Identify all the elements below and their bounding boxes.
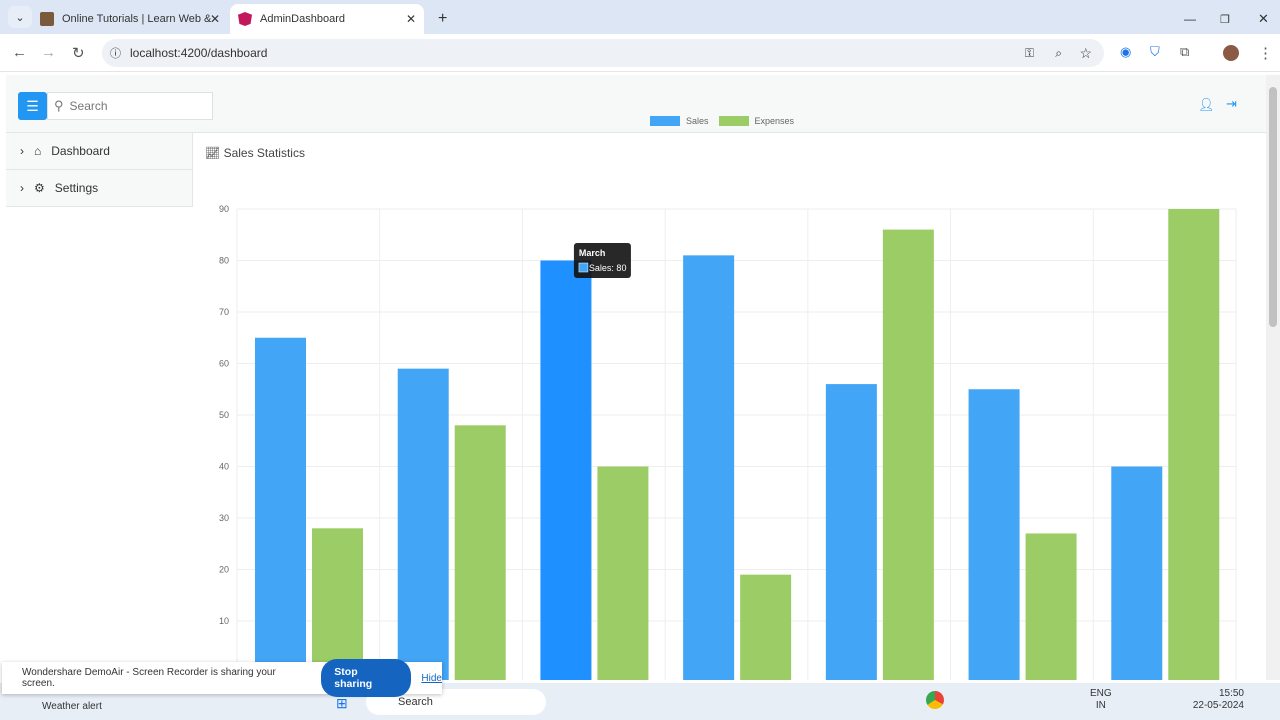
tab-admin-dashboard[interactable]: AdminDashboard ✕ (230, 4, 424, 34)
search-icon: ⚲ (54, 98, 64, 113)
zoom-icon[interactable]: ⌕ (1055, 45, 1062, 60)
y-tick-label: 50 (219, 410, 229, 420)
logout-icon[interactable]: ⇥ (1226, 96, 1237, 111)
y-tick-label: 60 (219, 359, 229, 369)
close-tab-icon[interactable]: ✕ (209, 12, 220, 26)
chevron-right-icon: › (20, 181, 24, 195)
bar-expenses[interactable] (1025, 533, 1077, 680)
y-tick-label: 20 (219, 565, 229, 575)
bar-sales[interactable] (397, 368, 449, 680)
angular-icon (238, 12, 252, 26)
tooltip-swatch (578, 262, 589, 273)
bar-expenses[interactable] (1168, 209, 1220, 680)
favicon-icon (40, 12, 54, 26)
windows-start-icon[interactable]: ⊞ (336, 695, 348, 711)
clock[interactable]: 15:50 22-05-2024 (1190, 688, 1244, 712)
new-tab-icon[interactable]: + (438, 10, 448, 27)
password-key-icon[interactable]: ⚿ (1024, 45, 1034, 60)
minimize-icon[interactable]: — (1184, 12, 1196, 26)
bar-sales[interactable] (683, 255, 735, 680)
url-text: localhost:4200/dashboard (130, 46, 268, 60)
address-bar: ← → ↻ ⓘ localhost:4200/dashboard ⚿ ⌕ ☆ ◉ … (0, 34, 1280, 72)
tab-title: Online Tutorials | Learn Web & (62, 13, 212, 25)
shield-extension-icon[interactable]: ⛉ (1150, 44, 1160, 59)
info-icon: ⓘ (110, 48, 121, 60)
card-title: 📈︎ Sales Statistics (205, 146, 305, 160)
bar-sales[interactable] (968, 389, 1020, 680)
app-header: ☰ ⚲ Search 👤︎ ⇥ (6, 75, 1266, 133)
lang-text: ENG (1090, 688, 1112, 699)
user-icon[interactable]: 👤︎ (1198, 97, 1215, 112)
taskbar: Weather alert ⊞ Search ENG IN 15:50 22-05-… (0, 683, 1280, 720)
legend-label-sales: Sales (686, 116, 709, 126)
language-indicator[interactable]: ENG IN (1090, 688, 1112, 712)
date-text: 22-05-2024 (1192, 700, 1244, 711)
chart-legend: Sales Expenses (650, 116, 794, 126)
time-text: 15:50 (1218, 688, 1244, 699)
sidebar-item-label: Dashboard (51, 144, 110, 158)
y-tick-label: 80 (219, 256, 229, 266)
scrollbar-thumb[interactable] (1269, 87, 1277, 327)
menu-toggle-button[interactable]: ☰ (18, 92, 47, 120)
weather-text[interactable]: Weather alert (42, 701, 102, 712)
tab-bar: ⌄ Online Tutorials | Learn Web & ✕ AdminD… (0, 0, 1280, 34)
legend-swatch-expenses[interactable] (718, 116, 749, 126)
tab-title: AdminDashboard (260, 13, 345, 25)
stop-sharing-button[interactable]: Stop sharing (321, 659, 412, 697)
sidebar-item-settings[interactable]: › ⚙ Settings (6, 170, 192, 207)
y-tick-label: 70 (219, 307, 229, 317)
y-tick-label: 40 (219, 462, 229, 472)
chevron-right-icon: › (20, 144, 24, 158)
bar-sales[interactable] (825, 384, 877, 680)
tab-online-tutorials[interactable]: Online Tutorials | Learn Web & ✕ (32, 4, 228, 34)
profile-avatar[interactable] (1223, 45, 1239, 61)
chrome-icon[interactable] (926, 691, 944, 709)
legend-label-expenses: Expenses (754, 116, 795, 126)
bar-sales[interactable] (540, 260, 592, 681)
bar-expenses[interactable] (882, 229, 934, 680)
y-tick-label: 30 (219, 513, 229, 523)
sidebar: › ⌂ Dashboard › ⚙ Settings (6, 133, 193, 207)
forward-icon[interactable]: → (41, 44, 56, 61)
reload-icon[interactable]: ↻ (72, 45, 85, 62)
y-tick-label: 90 (219, 204, 229, 214)
sidebar-item-dashboard[interactable]: › ⌂ Dashboard (6, 133, 192, 170)
share-text: Wondershare DemoAir - Screen Recorder is… (22, 667, 276, 689)
region-text: IN (1095, 700, 1106, 711)
menu-kebab-icon[interactable]: ⋮ (1258, 45, 1273, 62)
legend-swatch-sales[interactable] (650, 116, 680, 126)
search-input[interactable]: ⚲ Search (47, 92, 213, 120)
bar-chart: 10 20 30 40 50 60 70 80 90 March Sales: 80 (219, 204, 1237, 681)
sidebar-item-label: Settings (54, 181, 99, 195)
tooltip-title: March (579, 248, 606, 258)
bar-sales[interactable] (255, 337, 306, 680)
bar-expenses[interactable] (312, 528, 363, 680)
close-tab-icon[interactable]: ✕ (405, 12, 416, 26)
taskbar-search-text: Search (398, 696, 433, 708)
bar-expenses[interactable] (597, 466, 649, 681)
url-input[interactable]: ⓘ localhost:4200/dashboard ⚿ ⌕ ☆ (102, 39, 1104, 67)
screen-share-bar: Wondershare DemoAir - Screen Recorder is… (2, 659, 442, 697)
extension-icon[interactable]: ◉ (1120, 44, 1132, 59)
card-title-text: Sales Statistics (223, 146, 305, 160)
search-placeholder: Search (69, 99, 108, 113)
close-window-icon[interactable]: ✕ (1258, 11, 1269, 26)
bar-expenses[interactable] (454, 425, 506, 680)
maximize-icon[interactable]: ❐ (1220, 13, 1230, 26)
hide-link[interactable]: Hide (421, 672, 442, 684)
y-tick-label: 10 (219, 616, 229, 626)
back-icon[interactable]: ← (12, 44, 27, 61)
bar-expenses[interactable] (740, 574, 792, 680)
bookmark-star-icon[interactable]: ☆ (1079, 44, 1092, 61)
home-icon: ⌂ (34, 144, 42, 158)
chart-line-icon: 📈︎ (205, 146, 221, 160)
tooltip-text: Sales: 80 (589, 263, 627, 273)
tab-search-button[interactable]: ⌄ (8, 6, 32, 28)
scrollbar[interactable] (1266, 75, 1280, 680)
extensions-puzzle-icon[interactable]: ⧉ (1180, 44, 1190, 59)
bar-sales[interactable] (1111, 466, 1163, 681)
gear-icon: ⚙ (34, 181, 45, 195)
